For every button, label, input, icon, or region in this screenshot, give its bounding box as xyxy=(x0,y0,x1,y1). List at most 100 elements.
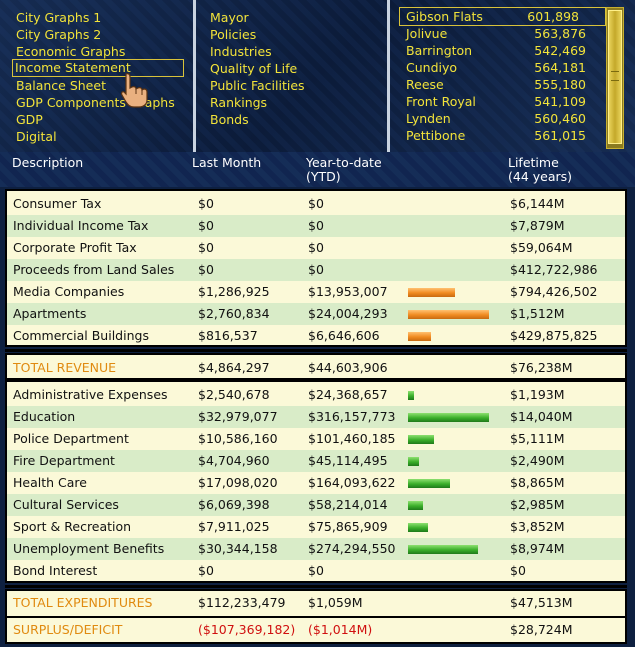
city-population: 561,015 xyxy=(534,128,586,143)
surplus-deficit-label: SURPLUS/DEFICIT xyxy=(13,622,123,637)
total-expenditures-row: TOTAL EXPENDITURES $112,233,479 $1,059M … xyxy=(7,592,625,614)
city-name: Reese xyxy=(406,77,444,92)
menu-item-city-graphs-2[interactable]: City Graphs 2 xyxy=(16,27,102,42)
menu-item-balance-sheet[interactable]: Balance Sheet xyxy=(16,78,106,93)
city-list-item[interactable]: Reese 555,180 xyxy=(406,76,606,93)
row-description: Police Department xyxy=(13,431,129,446)
table-row: Unemployment Benefits $30,344,158 $274,294… xyxy=(7,538,625,560)
city-list-scrollbar[interactable] xyxy=(606,7,624,149)
row-lifetime: $1,512M xyxy=(510,306,565,321)
row-ytd: $24,368,657 xyxy=(308,387,388,402)
row-lifetime: $8,865M xyxy=(510,475,565,490)
ytd-bar xyxy=(408,479,450,488)
row-description: Fire Department xyxy=(13,453,115,468)
row-ytd: $0 xyxy=(308,240,324,255)
expense-panel: Administrative Expenses $2,540,678 $24,368… xyxy=(5,380,627,583)
total-expenditures-label: TOTAL EXPENDITURES xyxy=(13,595,153,610)
row-description: Commercial Buildings xyxy=(13,328,149,343)
row-ytd: $274,294,550 xyxy=(308,541,396,556)
surplus-deficit-row: SURPLUS/DEFICIT ($107,369,182) ($1,014M)… xyxy=(7,619,625,641)
menu-item-bonds[interactable]: Bonds xyxy=(210,112,249,127)
menu-item-income-statement[interactable]: Income Statement xyxy=(12,59,184,77)
row-description: Cultural Services xyxy=(13,497,119,512)
city-population: 541,109 xyxy=(534,94,586,109)
city-list-item[interactable]: Jolivue 563,876 xyxy=(406,25,606,42)
ytd-bar xyxy=(408,435,434,444)
menu-item-policies[interactable]: Policies xyxy=(210,27,257,42)
menu-item-economic-graphs[interactable]: Economic Graphs xyxy=(16,44,126,59)
surplus-deficit-month: ($107,369,182) xyxy=(198,622,296,637)
menu-item-digital[interactable]: Digital xyxy=(16,129,57,144)
table-row: Commercial Buildings $816,537 $6,646,606 $4… xyxy=(7,325,625,347)
row-ytd: $13,953,007 xyxy=(308,284,388,299)
table-row: Police Department $10,586,160 $101,460,185… xyxy=(7,428,625,450)
table-row: Education $32,979,077 $316,157,773 $14,040M xyxy=(7,406,625,428)
row-ytd: $164,093,622 xyxy=(308,475,396,490)
menu-item-public-facilities[interactable]: Public Facilities xyxy=(210,78,305,93)
menu-item-gdp[interactable]: GDP xyxy=(16,112,43,127)
city-list-item[interactable]: Gibson Flats 601,898 xyxy=(399,7,606,26)
city-list-item[interactable]: Front Royal 541,109 xyxy=(406,93,606,110)
ytd-bar xyxy=(408,457,419,466)
city-population: 601,898 xyxy=(527,9,579,24)
city-list-item[interactable]: Barrington 542,469 xyxy=(406,42,606,59)
ytd-bar xyxy=(408,501,423,510)
header-lifetime: Lifetime (44 years) xyxy=(508,156,572,184)
ytd-bar xyxy=(408,310,489,319)
city-list-item[interactable]: Lynden 560,460 xyxy=(406,110,606,127)
table-row: Consumer Tax $0 $0 $6,144M xyxy=(7,193,625,215)
city-population: 563,876 xyxy=(534,26,586,41)
row-last-month: $0 xyxy=(198,196,214,211)
city-population: 542,469 xyxy=(534,43,586,58)
row-last-month: $2,540,678 xyxy=(198,387,270,402)
total-expenditures-month: $112,233,479 xyxy=(198,595,286,610)
row-last-month: $0 xyxy=(198,218,214,233)
table-row: Proceeds from Land Sales $0 $0 $412,722,986 xyxy=(7,259,625,281)
row-ytd: $6,646,606 xyxy=(308,328,380,343)
row-lifetime: $429,875,825 xyxy=(510,328,598,343)
row-last-month: $7,911,025 xyxy=(198,519,270,534)
row-description: Bond Interest xyxy=(13,563,98,578)
city-name: Pettibone xyxy=(406,128,466,143)
row-last-month: $10,586,160 xyxy=(198,431,278,446)
menu-item-city-graphs-1[interactable]: City Graphs 1 xyxy=(16,10,102,25)
row-last-month: $0 xyxy=(198,240,214,255)
city-population: 555,180 xyxy=(534,77,586,92)
menu-item-mayor[interactable]: Mayor xyxy=(210,10,249,25)
total-revenue-ytd: $44,603,906 xyxy=(308,360,388,375)
menu-item-industries[interactable]: Industries xyxy=(210,44,272,59)
total-expenditures-lifetime: $47,513M xyxy=(510,595,573,610)
table-row: Corporate Profit Tax $0 $0 $59,064M xyxy=(7,237,625,259)
header-last-month: Last Month xyxy=(192,155,262,170)
row-lifetime: $1,193M xyxy=(510,387,565,402)
table-row: Individual Income Tax $0 $0 $7,879M xyxy=(7,215,625,237)
header-ytd-line2: (YTD) xyxy=(306,169,341,184)
menu-item-quality-of-life[interactable]: Quality of Life xyxy=(210,61,298,76)
ytd-bar xyxy=(408,332,431,341)
row-last-month: $30,344,158 xyxy=(198,541,278,556)
divider xyxy=(5,585,627,588)
surplus-deficit-ytd: ($1,014M) xyxy=(308,622,373,637)
menu-separator xyxy=(193,0,196,152)
revenue-panel: Consumer Tax $0 $0 $6,144M Individual Income… xyxy=(5,189,627,347)
table-row: Bond Interest $0 $0 $0 xyxy=(7,560,625,582)
scrollbar-thumb[interactable] xyxy=(608,10,622,144)
total-revenue-lifetime: $76,238M xyxy=(510,360,573,375)
menu-item-gdp-components-graphs[interactable]: GDP Components Graphs xyxy=(16,95,175,110)
city-list-item[interactable]: Cundiyo 564,181 xyxy=(406,59,606,76)
row-lifetime: $0 xyxy=(510,563,526,578)
table-row: Apartments $2,760,834 $24,004,293 $1,512M xyxy=(7,303,625,325)
table-row: Sport & Recreation $7,911,025 $75,865,909 $… xyxy=(7,516,625,538)
city-name: Gibson Flats xyxy=(406,9,483,24)
row-last-month: $0 xyxy=(198,563,214,578)
header-ytd: Year-to-date (YTD) xyxy=(306,156,382,184)
ytd-bar xyxy=(408,413,489,422)
row-last-month: $0 xyxy=(198,262,214,277)
city-list-item[interactable]: Pettibone 561,015 xyxy=(406,127,606,144)
row-ytd: $0 xyxy=(308,262,324,277)
row-lifetime: $6,144M xyxy=(510,196,565,211)
row-description: Unemployment Benefits xyxy=(13,541,165,556)
header-description: Description xyxy=(12,155,84,170)
header-ytd-line1: Year-to-date xyxy=(306,155,382,170)
menu-item-rankings[interactable]: Rankings xyxy=(210,95,268,110)
